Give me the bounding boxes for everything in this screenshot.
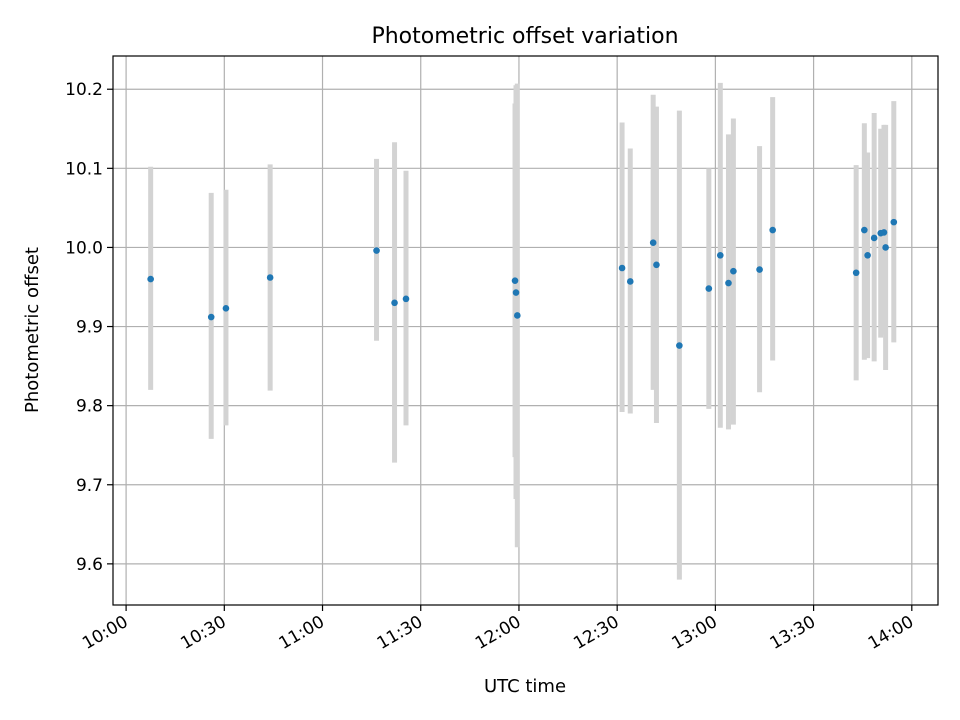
data-point — [649, 239, 657, 246]
x-tick-label: 13:00 — [668, 612, 720, 654]
x-tick-label: 12:00 — [472, 612, 524, 654]
data-point — [626, 278, 634, 285]
data-point — [373, 247, 380, 254]
y-tick-label: 10.0 — [65, 238, 103, 258]
x-tick-label: 11:30 — [374, 612, 426, 654]
data-point — [864, 252, 871, 259]
data-point — [207, 313, 215, 321]
data-point — [676, 342, 683, 349]
data-point — [882, 244, 889, 251]
x-axis-ticks: 10:00 10:30 11:00 11:30 12:00 12:30 13:00 13:30… — [79, 605, 917, 654]
data-point — [861, 226, 868, 234]
data-point — [618, 264, 626, 272]
data-point — [514, 312, 521, 319]
data-point — [725, 279, 732, 287]
x-tick-label: 10:30 — [177, 612, 229, 654]
data-point — [730, 267, 737, 275]
data-points — [147, 218, 898, 349]
x-tick-label: 12:30 — [570, 612, 622, 654]
x-axis-label: UTC time — [484, 676, 566, 697]
y-axis-label: Photometric offset — [22, 247, 43, 413]
data-point — [870, 234, 878, 242]
y-tick-label: 9.9 — [76, 318, 103, 338]
data-point — [266, 274, 274, 281]
data-point — [511, 277, 519, 284]
chart-title: Photometric offset variation — [371, 24, 678, 49]
data-point — [890, 218, 898, 226]
x-tick-label: 14:00 — [865, 612, 917, 654]
y-tick-label: 10.2 — [65, 80, 103, 100]
x-tick-label: 11:00 — [276, 612, 328, 654]
data-point — [147, 275, 154, 283]
plot-frame — [112, 55, 939, 606]
y-tick-label: 9.6 — [76, 555, 103, 575]
data-point — [402, 295, 410, 303]
data-point — [880, 229, 888, 236]
y-tick-label: 9.8 — [76, 397, 103, 417]
x-tick-label: 13:30 — [767, 612, 819, 654]
data-point — [512, 289, 520, 296]
data-point — [769, 226, 776, 234]
x-tick-label: 10:00 — [79, 612, 131, 654]
data-point — [716, 252, 724, 259]
y-axis-ticks: 9.6 9.7 9.8 9.9 10.0 10.1 10.2 — [65, 80, 113, 575]
data-point — [391, 299, 398, 307]
data-point — [756, 266, 763, 273]
data-point — [222, 305, 230, 312]
data-point — [653, 261, 660, 269]
error-bars — [148, 82, 897, 580]
y-tick-label: 9.7 — [76, 476, 103, 496]
data-point — [852, 269, 860, 277]
y-tick-label: 10.1 — [65, 159, 103, 179]
grid-lines — [113, 56, 938, 605]
data-point — [705, 285, 713, 292]
